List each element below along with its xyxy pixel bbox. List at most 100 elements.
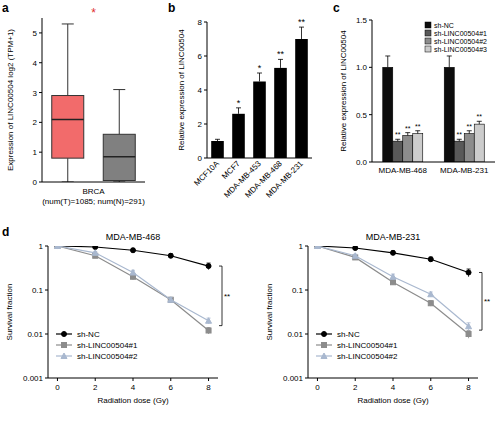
- y-tick: [45, 378, 48, 379]
- marker: [92, 250, 98, 256]
- error-bar: [391, 280, 395, 285]
- bar: [211, 141, 224, 158]
- whisker: [67, 24, 68, 96]
- y-tick-label: 0.001: [23, 374, 44, 383]
- x-tick: [95, 378, 96, 381]
- figure: a012345*BRCA(num(T)=1085; num(N)=291)Exp…: [0, 0, 500, 429]
- y-tick: [45, 246, 48, 247]
- error-bar: [207, 318, 211, 324]
- marker: [352, 253, 358, 259]
- marker: [206, 328, 211, 333]
- significance: **: [415, 123, 421, 130]
- significance: **: [277, 49, 285, 59]
- error-bar: [391, 251, 395, 255]
- legend-swatch: [425, 38, 431, 44]
- bar: [274, 68, 287, 158]
- error-bar: [467, 131, 472, 134]
- panel-label: c: [333, 1, 340, 15]
- error-bar: [477, 121, 482, 124]
- legend-label: sh-LINC00504#1: [77, 341, 138, 350]
- significance: *: [258, 63, 262, 73]
- y-tick-label: 0.1: [32, 286, 44, 295]
- legend-marker: [62, 343, 67, 348]
- y-tick: [204, 22, 207, 23]
- y-tick: [369, 20, 372, 21]
- y-tick-label: 2: [33, 118, 38, 127]
- plot-area: [314, 246, 471, 338]
- x-tick-label: MDA-MB-468: [379, 166, 428, 175]
- y-axis-label: Relative expression of LINC00504: [339, 30, 348, 152]
- y-axis: [42, 18, 43, 182]
- error-bar: [429, 257, 433, 262]
- y-tick: [305, 290, 308, 291]
- error-bar: [395, 139, 400, 141]
- x-axis: [207, 158, 312, 159]
- error-bar: [278, 59, 283, 68]
- y-tick: [204, 158, 207, 159]
- bar: [383, 67, 393, 162]
- y-axis-label: Survival fraction: [5, 284, 14, 341]
- marker: [466, 323, 472, 329]
- y-axis: [48, 246, 49, 378]
- series-line: [317, 246, 468, 334]
- error-bar: [236, 108, 241, 114]
- y-tick: [204, 56, 207, 57]
- x-axis-label: BRCA: [82, 187, 105, 196]
- legend-label: sh-LINC00504#2: [434, 38, 487, 45]
- y-tick-label: 3: [33, 89, 38, 98]
- error-bar: [385, 56, 390, 67]
- y-tick: [204, 90, 207, 91]
- marker: [391, 250, 396, 255]
- marker: [314, 246, 320, 249]
- x-axis-label: Radiation dose (Gy): [97, 396, 168, 405]
- error-bar: [257, 73, 262, 82]
- marker: [206, 318, 212, 324]
- plot-area: [383, 56, 485, 162]
- legend-swatch: [425, 46, 431, 52]
- error-bar: [429, 292, 433, 297]
- bar: [232, 114, 245, 158]
- bar: [413, 134, 423, 162]
- marker: [55, 246, 60, 249]
- marker: [131, 248, 136, 253]
- y-tick: [369, 114, 372, 115]
- box: [103, 134, 135, 180]
- x-tick-label: MCF10A: [192, 159, 221, 188]
- significance: *: [237, 98, 241, 108]
- whisker: [119, 90, 120, 135]
- y-tick-label: 1.0: [356, 63, 368, 72]
- y-tick-label: 0.01: [27, 330, 43, 339]
- x-axis: [372, 162, 495, 163]
- series-line: [57, 246, 208, 331]
- y-tick-label: 6: [198, 52, 203, 61]
- annotation: **: [224, 292, 230, 301]
- x-tick: [170, 378, 171, 381]
- bar: [393, 141, 403, 162]
- panel-label: a: [2, 1, 9, 15]
- x-tick: [317, 378, 318, 381]
- error-bar: [131, 270, 135, 275]
- legend-label: sh-LINC00504#2: [337, 352, 398, 361]
- marker: [428, 291, 434, 297]
- error-bar: [405, 133, 410, 136]
- error-bar: [467, 331, 471, 339]
- x-axis: [42, 182, 145, 183]
- y-tick: [45, 334, 48, 335]
- y-tick-label: 1: [39, 242, 44, 251]
- median: [52, 119, 84, 121]
- error-bar: [215, 139, 220, 141]
- y-tick: [45, 290, 48, 291]
- significance: **: [477, 113, 483, 120]
- y-axis-label: Expression of LINC00504 log2 (TPM+1): [6, 29, 15, 171]
- x-tick-label: 2: [353, 383, 358, 392]
- title: MDA-MB-231: [366, 232, 421, 242]
- y-tick-label: 4: [33, 59, 38, 68]
- x-tick-label: MDA-MB-231: [264, 159, 305, 200]
- x-tick-label: 8: [206, 383, 211, 392]
- x-tick-label: 4: [391, 383, 396, 392]
- x-tick-label: 6: [429, 383, 434, 392]
- error-bar: [467, 269, 471, 277]
- legend-swatch: [425, 22, 431, 28]
- y-tick: [39, 32, 42, 33]
- legend-marker: [322, 343, 327, 348]
